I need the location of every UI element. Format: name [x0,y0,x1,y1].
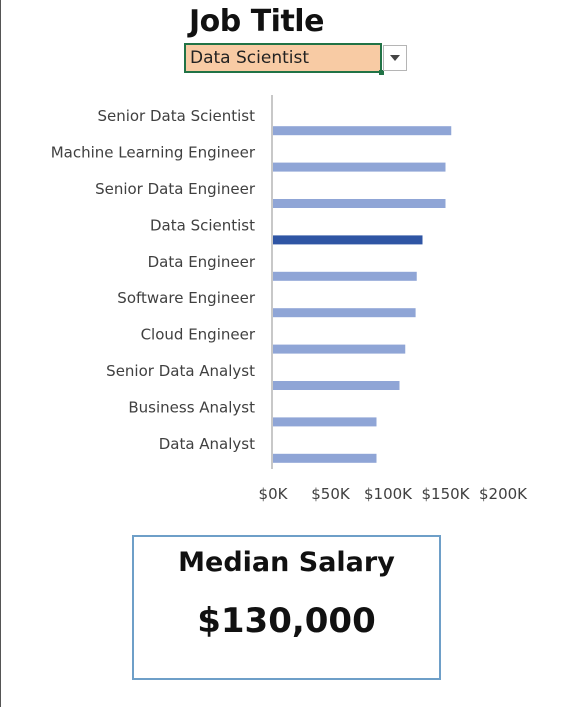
category-label: Senior Data Analyst [106,362,255,380]
median-salary-label: Median Salary [178,547,395,578]
salary-bar [273,417,377,427]
salary-bar [273,453,377,463]
salary-bar [273,308,416,318]
category-label: Data Analyst [159,435,255,453]
salary-bar [273,381,400,390]
category-label: Senior Data Engineer [95,180,256,198]
salary-bar [273,199,446,208]
category-label: Machine Learning Engineer [51,144,256,162]
category-label: Data Engineer [148,253,256,271]
window-left-border [0,0,1,707]
x-tick-label: $200K [479,485,528,503]
chevron-down-icon [390,55,400,61]
page-title: Job Title [189,4,324,39]
category-label: Cloud Engineer [141,326,256,344]
salary-bar [273,126,452,136]
x-tick-label: $50K [311,485,351,503]
median-salary-value: $130,000 [197,601,376,641]
salary-bar [273,162,446,172]
job-title-dropdown[interactable]: Data Scientist [184,43,384,75]
dropdown-selected-value: Data Scientist [190,48,309,68]
cell-fill-handle[interactable] [379,70,384,75]
category-label: Business Analyst [128,398,255,416]
salary-bar [273,344,406,354]
salary-bar [273,271,417,281]
category-label: Data Scientist [150,216,255,234]
category-label: Senior Data Scientist [97,107,255,125]
salary-bar [273,235,423,245]
x-tick-label: $100K [364,485,413,503]
median-salary-card: Median Salary $130,000 [132,535,441,680]
category-label: Software Engineer [117,289,256,307]
salary-bar-chart: Senior Data Scientist Machine Learning En… [51,95,528,503]
x-tick-label: $0K [259,485,289,503]
x-tick-label: $150K [421,485,470,503]
dropdown-arrow-button[interactable] [383,45,407,71]
